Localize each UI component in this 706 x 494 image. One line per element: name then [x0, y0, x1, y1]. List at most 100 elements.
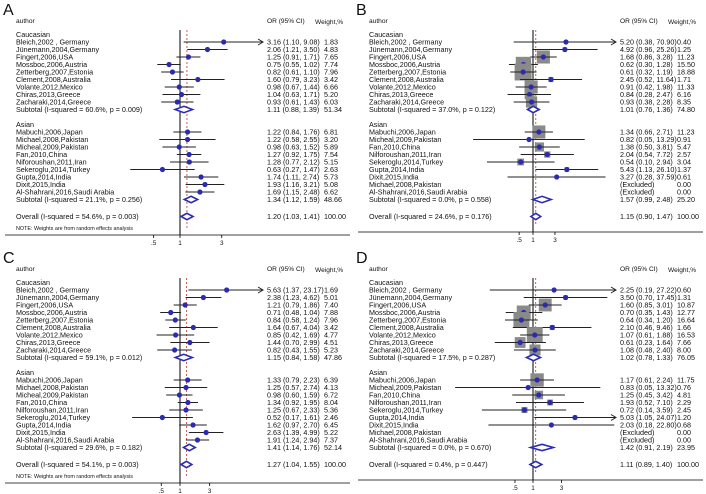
study-label: Al-Shahrani,2016,Saudi Arabia — [369, 436, 467, 445]
study-or-ci: 1.17 (0.61, 2.24) — [620, 376, 673, 385]
point-estimate — [563, 39, 569, 45]
study-or-ci: (Excluded) — [620, 436, 654, 445]
study-label: Fingert,2006,USA — [16, 53, 73, 62]
point-estimate — [518, 317, 524, 323]
point-estimate — [195, 76, 201, 83]
study-label: Niforoushan,2011,Iran — [16, 158, 87, 167]
column-header-or: OR (95% CI) — [620, 266, 658, 273]
study-or-ci: 3.16 (1.10, 9.08) — [267, 38, 320, 47]
study-weight: 11.23 — [677, 53, 694, 62]
study-label: Dixit,2015,India — [16, 180, 66, 189]
study-label: Micheal,2009,Pakistan — [16, 143, 88, 152]
study-label: Volante,2012,Mexico — [16, 331, 83, 340]
column-header-or: OR (95% CI) — [267, 266, 305, 273]
column-header-weight: Weight,% — [315, 19, 343, 26]
x-axis-tick-label: 1 — [178, 488, 182, 494]
study-label: Micheal,2009,Pakistan — [369, 383, 441, 392]
point-estimate — [197, 189, 203, 195]
study-weight: 7.74 — [324, 60, 338, 69]
point-estimate — [203, 429, 209, 436]
point-estimate — [184, 136, 191, 143]
study-label: Volante,2012,Mexico — [369, 331, 436, 340]
study-or-ci: 0.61 (0.32, 1.19) — [620, 68, 673, 77]
study-label: Bleich,2002 , Germany — [369, 286, 443, 295]
overall-or-ci: 1.27 (1.04, 1.55) — [267, 460, 320, 469]
study-label: Michael,2008,Pakistan — [16, 135, 88, 144]
point-estimate — [548, 422, 555, 428]
study-weight: 5.22 — [324, 428, 338, 437]
study-weight: 1.69 — [324, 286, 338, 295]
study-or-ci: 5.03 (1.05, 24.07) — [620, 413, 677, 422]
overall-label: Overall (I-squared = 54.6%, p = 0.003) — [16, 212, 139, 221]
study-weight: 5.47 — [677, 143, 691, 152]
overall-weight: 100.00 — [324, 212, 346, 221]
panel-letter: C — [3, 250, 15, 267]
subtotal-label: Subtotal (I-squared = 37.0%, p = 0.122) — [369, 105, 495, 114]
study-label: Mabuchi,2006,Japan — [16, 128, 83, 137]
subtotal-weight: 74.80 — [677, 105, 695, 114]
point-estimate — [544, 151, 550, 158]
subtotal-or-ci: 1.02 (0.78, 1.33) — [620, 353, 673, 362]
study-or-ci: 1.91 (1.24, 2.94) — [267, 436, 320, 445]
point-estimate — [562, 294, 569, 301]
subtotal-label: Subtotal (I-squared = 29.6%, p = 0.182) — [16, 443, 142, 452]
point-estimate — [200, 294, 207, 301]
x-axis-tick-label: 3 — [220, 240, 224, 246]
study-or-ci: 0.63 (0.27, 1.47) — [267, 165, 320, 174]
study-label: Clement,2008,Australia — [369, 75, 444, 84]
subtotal-weight: 52.14 — [324, 443, 342, 452]
study-label: Nilforoushan,2011,Iran — [16, 406, 88, 415]
study-weight: 4.13 — [324, 383, 338, 392]
overall-weight: 100.00 — [677, 460, 699, 469]
subtotal-diamond — [525, 105, 541, 114]
study-weight: 4.51 — [324, 338, 338, 347]
study-or-ci: (Excluded) — [620, 188, 654, 197]
point-estimate — [166, 61, 172, 68]
study-weight: 7.37 — [324, 436, 338, 445]
study-label: Zacharaki,2014,Greece — [369, 346, 444, 355]
study-label: Nilforoushan,2011,Iran — [369, 150, 441, 159]
study-label: Al-Shahrani,2016,Saudi Arabia — [16, 188, 114, 197]
point-estimate — [532, 347, 538, 353]
point-estimate — [562, 46, 568, 53]
subtotal-weight: 48.66 — [324, 195, 342, 204]
study-or-ci: 0.85 (0.42, 1.69) — [267, 331, 320, 340]
subtotal-or-ci: 1.34 (1.12, 1.59) — [267, 195, 320, 204]
point-estimate — [185, 377, 191, 383]
study-label: Dixit,2015,India — [16, 428, 66, 437]
point-estimate — [547, 399, 553, 406]
study-or-ci: 1.25 (0.67, 2.33) — [267, 406, 320, 415]
point-estimate — [518, 159, 524, 165]
subtotal-label: Subtotal (I-squared = 0.0%, p = 0.670) — [369, 443, 491, 452]
study-or-ci: 0.98 (0.63, 1.52) — [267, 143, 320, 152]
study-or-ci: 4.92 (0.96, 25.26) — [620, 45, 677, 54]
point-estimate — [185, 399, 191, 406]
study-label: Gupta,2014,India — [369, 413, 424, 422]
study-weight: 0.00 — [677, 188, 691, 197]
study-label: Fan,2010,China — [369, 391, 420, 400]
overall-weight: 100.00 — [324, 460, 346, 469]
overall-label: Overall (I-squared = 0.4%, p = 0.447) — [369, 460, 488, 469]
study-weight: 1.31 — [677, 293, 691, 302]
point-estimate — [187, 339, 193, 346]
subtotal-or-ci: 1.15 (0.84, 1.58) — [267, 353, 320, 362]
subtotal-label: Subtotal (I-squared = 21.1%, p = 0.256) — [16, 195, 142, 204]
group-label: Asian — [369, 368, 387, 377]
study-label: Dixit,2015,India — [369, 421, 419, 430]
subtotal-or-ci: 1.57 (0.99, 2.48) — [620, 195, 673, 204]
study-weight: 18.88 — [677, 68, 695, 77]
point-estimate — [168, 309, 174, 316]
study-or-ci: 2.63 (1.39, 4.99) — [267, 428, 320, 437]
point-estimate — [173, 332, 179, 338]
column-header-or: OR (95% CI) — [620, 18, 658, 25]
study-or-ci: 1.93 (1.16, 3.21) — [267, 180, 320, 189]
subtotal-diamond — [172, 105, 195, 114]
study-weight: 1.20 — [677, 413, 691, 422]
study-label: Mabuchi,2006,Japan — [369, 376, 436, 385]
study-or-ci: 1.28 (0.77, 2.12) — [267, 158, 320, 167]
point-estimate — [172, 347, 178, 353]
study-label: Bleich,2002 , Germany — [16, 286, 90, 295]
study-weight: 2.46 — [324, 413, 338, 422]
